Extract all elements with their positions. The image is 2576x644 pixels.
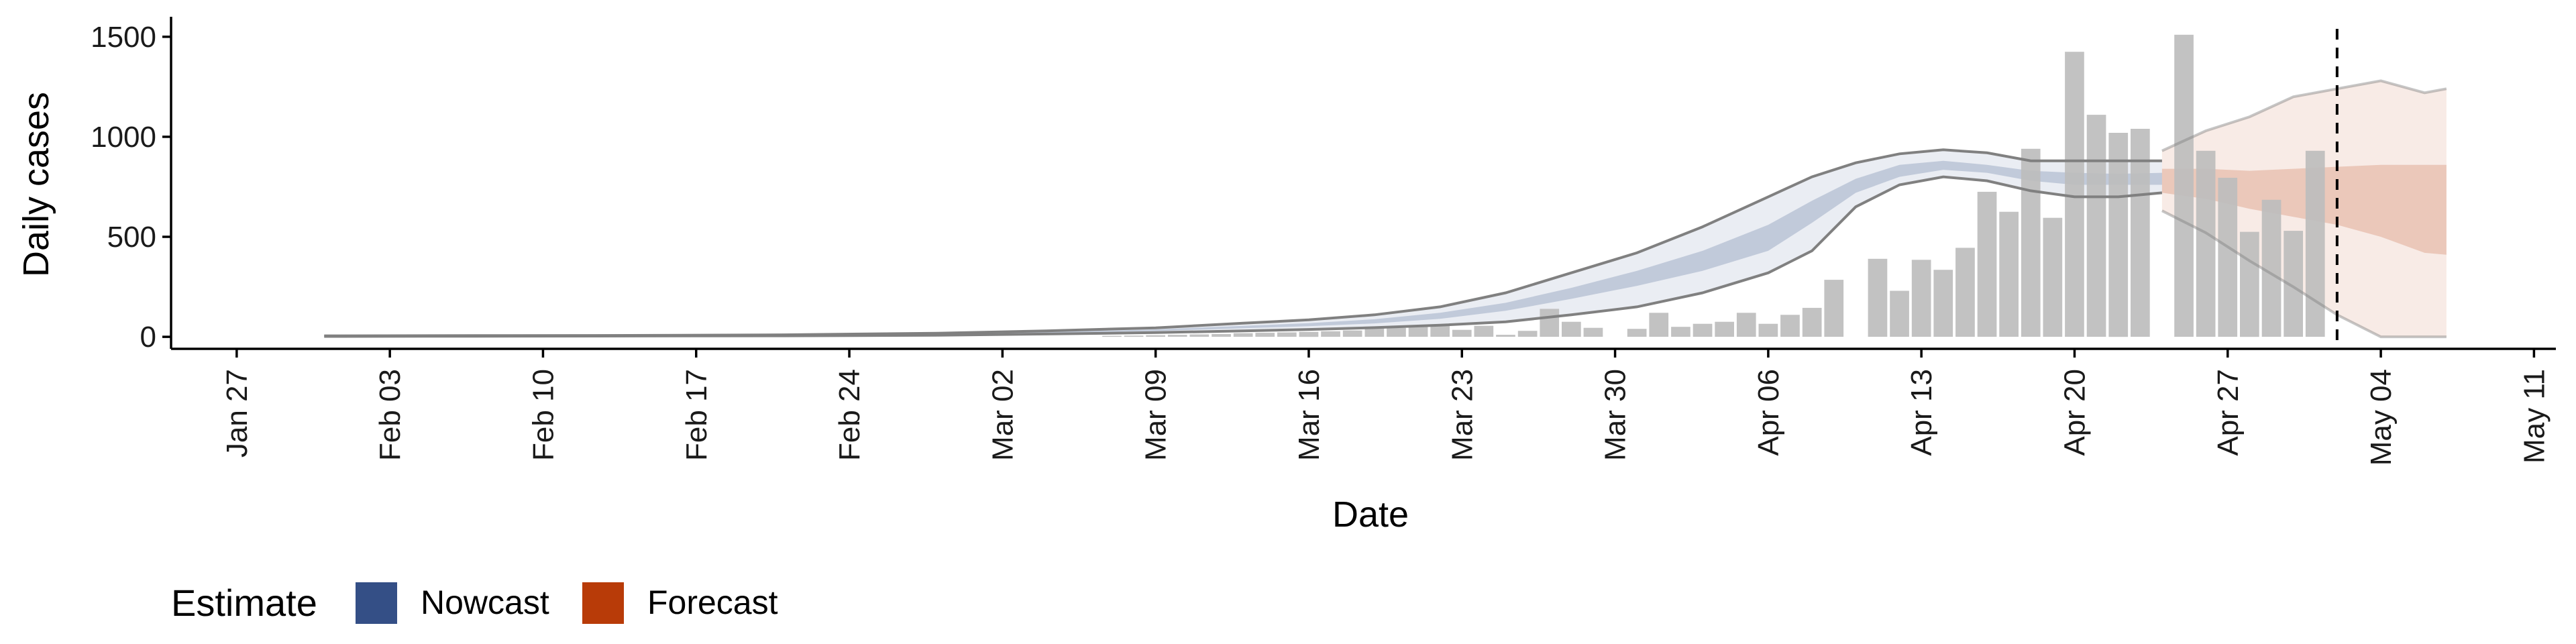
x-axis-title: Date — [1332, 494, 1409, 535]
case-bar — [1627, 329, 1647, 337]
y-tick-label: 1500 — [91, 21, 156, 54]
legend-title: Estimate — [171, 582, 317, 624]
nowcast-band-90 — [324, 150, 2162, 337]
y-tick-label: 0 — [140, 321, 156, 354]
case-bar — [1321, 331, 1340, 337]
forecast-band-90 — [2161, 80, 2447, 337]
case-bar — [1802, 307, 1822, 337]
case-bar — [1999, 211, 2019, 337]
x-tick-label: Feb 03 — [374, 369, 407, 461]
case-bar — [1517, 331, 1538, 337]
case-bar — [1167, 335, 1187, 337]
case-bar — [1408, 325, 1428, 337]
case-bar — [2021, 148, 2041, 337]
case-bar — [2086, 115, 2106, 337]
case-bar — [2174, 34, 2194, 337]
case-bar — [1693, 323, 1713, 337]
case-bar — [1890, 290, 1909, 337]
x-tick-label: Feb 24 — [833, 369, 866, 461]
case-bar — [1146, 335, 1165, 337]
legend-label-forecast: Forecast — [647, 584, 778, 621]
case-bar — [1583, 327, 1603, 337]
case-bar — [1124, 335, 1144, 337]
case-bar — [1474, 325, 1494, 337]
x-tick-label: Mar 02 — [986, 369, 1019, 461]
x-tick-label: Feb 10 — [527, 369, 559, 461]
case-bar — [1452, 329, 1472, 337]
x-tick-label: Apr 20 — [2059, 369, 2092, 456]
case-bar — [2305, 150, 2325, 337]
forecast-lower-line — [2161, 209, 2447, 339]
observed-case-bars — [1102, 34, 2325, 337]
x-tick-label: Apr 06 — [1752, 369, 1785, 456]
case-bar — [1233, 333, 1253, 337]
case-bar — [1189, 334, 1210, 337]
x-tick-label: Apr 13 — [1905, 369, 1938, 456]
case-bar — [1715, 321, 1734, 337]
case-bar — [1102, 335, 1122, 337]
x-tick-label: Mar 16 — [1293, 369, 1326, 461]
case-bar — [1277, 332, 1297, 337]
case-bar — [1824, 280, 1844, 337]
case-bar — [1562, 321, 1581, 337]
case-bar — [1780, 315, 1800, 337]
x-tick-label: Mar 09 — [1140, 369, 1173, 461]
y-tick-label: 1000 — [91, 121, 156, 154]
case-bar — [1977, 191, 1997, 337]
case-bar — [1364, 327, 1385, 337]
case-bar — [1496, 335, 1515, 337]
case-bar — [1758, 323, 1778, 337]
legend-label-nowcast: Nowcast — [421, 584, 549, 621]
legend-swatch-nowcast — [356, 582, 397, 624]
case-bar — [2284, 231, 2303, 337]
case-bar — [1299, 331, 1319, 337]
estimate-bands — [324, 80, 2447, 337]
axes: 0 500 1000 1500 Jan 27 Feb 03 Feb 10 Feb 17 Feb … — [91, 17, 2556, 466]
case-bar — [1671, 327, 1690, 337]
case-bar — [2043, 217, 2063, 337]
case-bar — [2240, 231, 2259, 337]
case-bar — [1540, 309, 1560, 337]
x-tick-label: Jan 27 — [221, 369, 254, 458]
case-bar — [1212, 333, 1231, 337]
legend-swatch-forecast — [582, 582, 624, 624]
case-bar — [1387, 327, 1406, 337]
x-tick-label: Feb 17 — [680, 369, 713, 461]
case-bar — [2131, 129, 2150, 337]
case-bar — [2218, 178, 2238, 337]
case-bar — [2196, 150, 2216, 337]
y-tick-label: 500 — [107, 221, 156, 254]
case-bar — [1649, 313, 1669, 337]
case-bar — [1955, 248, 1975, 337]
case-bar — [1736, 313, 1756, 337]
case-bar — [2065, 52, 2084, 337]
case-bar — [2261, 199, 2282, 337]
case-bar — [2108, 133, 2129, 337]
nowcast-lower-line — [324, 175, 2163, 338]
case-bar — [1430, 325, 1450, 337]
case-bar — [1255, 333, 1275, 337]
nowcast-upper-line — [324, 148, 2162, 337]
legend: Estimate Nowcast Forecast — [171, 582, 778, 624]
x-tick-label: May 11 — [2518, 369, 2551, 464]
x-tick-label: Mar 23 — [1446, 369, 1479, 461]
x-tick-label: Apr 27 — [2212, 369, 2245, 456]
x-tick-label: Mar 30 — [1599, 369, 1632, 461]
band-edge-lines — [324, 79, 2447, 339]
case-bar — [1911, 260, 1931, 337]
x-tick-label: May 04 — [2365, 369, 2398, 466]
case-bar — [1342, 330, 1362, 337]
forecast-upper-line — [2161, 79, 2447, 152]
case-bar — [1933, 270, 1953, 337]
case-bar — [1868, 258, 1888, 337]
y-axis-title: Daily cases — [16, 92, 56, 277]
